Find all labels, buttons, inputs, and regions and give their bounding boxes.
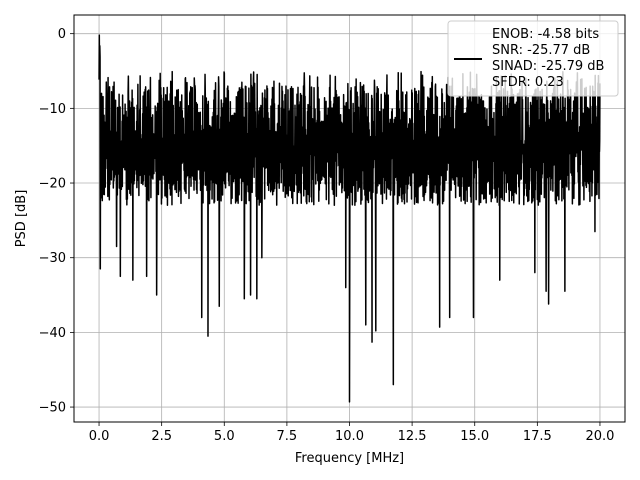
y-tick-label: −40 [39, 326, 66, 341]
x-tick-label: 5.0 [214, 429, 235, 444]
psd-series-line [98, 34, 601, 403]
x-tick-label: 2.5 [151, 429, 172, 444]
x-tick-label: 12.5 [398, 429, 427, 444]
x-tick-label: 0.0 [89, 429, 110, 444]
legend-entry: SNR: -25.77 dB [492, 43, 590, 58]
x-tick-label: 17.5 [523, 429, 552, 444]
x-tick-label: 20.0 [585, 429, 614, 444]
legend-entry: SINAD: -25.79 dB [492, 59, 604, 74]
series-layer [98, 34, 601, 403]
y-axis-label: PSD [dB] [14, 190, 29, 248]
y-tick-label: −50 [39, 401, 66, 416]
x-tick-label: 7.5 [277, 429, 298, 444]
x-axis: 0.0 2.5 5.0 7.5 10.0 12.5 15.0 17.5 20.0 [89, 422, 614, 444]
y-axis: 0 −10 −20 −30 −40 −50 [39, 27, 74, 416]
legend-entry: ENOB: -4.58 bits [492, 27, 599, 42]
legend-entry: SFDR: 0.23 [492, 75, 564, 90]
x-tick-label: 15.0 [460, 429, 489, 444]
legend-box [447, 20, 619, 97]
y-tick-label: −20 [39, 177, 66, 192]
y-tick-label: −10 [39, 102, 66, 117]
y-tick-label: −30 [39, 251, 66, 266]
x-tick-label: 10.0 [335, 429, 364, 444]
x-axis-label: Frequency [MHz] [295, 451, 404, 466]
y-tick-label: 0 [58, 27, 66, 42]
